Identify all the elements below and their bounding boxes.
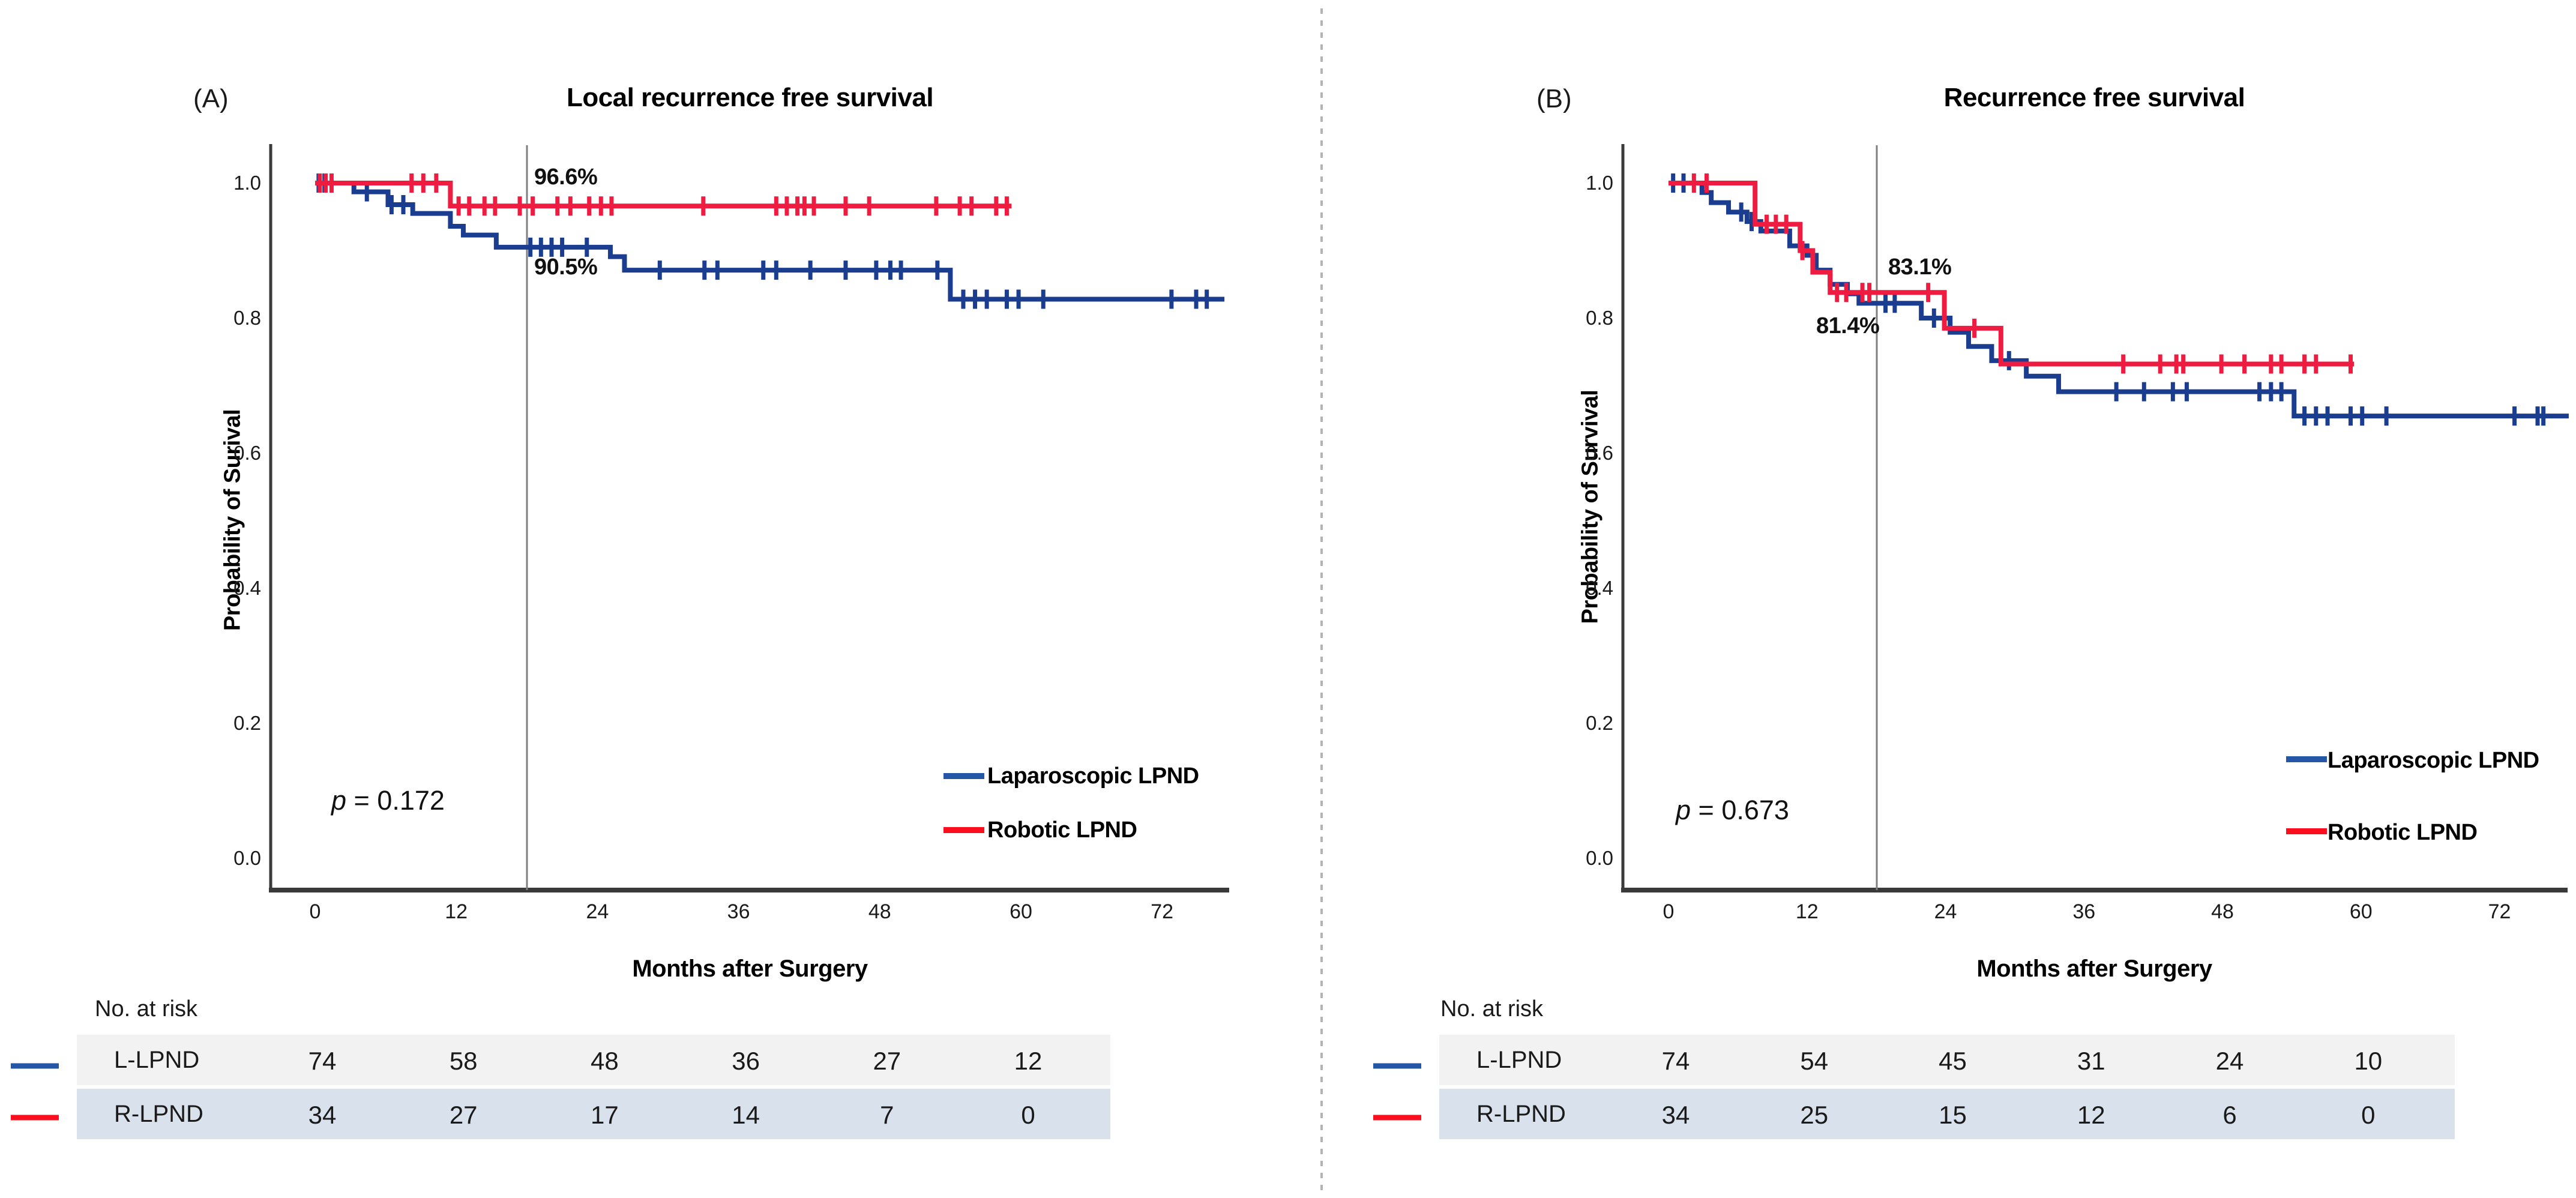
risk-count-l-lpnd: 10 xyxy=(2354,1047,2383,1075)
risk-count-r-lpnd: 34 xyxy=(308,1101,337,1129)
x-tick-label: 72 xyxy=(2488,900,2511,923)
panel-b-y-axis-label: Probability of Survival xyxy=(1577,390,1603,624)
panel-a-y-axis-label: Probability of Surival xyxy=(220,409,245,631)
risk-count-r-lpnd: 34 xyxy=(1661,1101,1690,1129)
panel-b-annotation-laparoscopic: 81.4% xyxy=(1816,313,1880,339)
panel-b-legend-robotic-label: Robotic LPND xyxy=(2328,820,2478,845)
risk-count-r-lpnd: 6 xyxy=(2222,1101,2237,1129)
y-tick-label: 0.8 xyxy=(1586,307,1613,329)
x-tick-label: 36 xyxy=(727,900,750,923)
risk-count-l-lpnd: 58 xyxy=(449,1047,478,1075)
x-tick-label: 48 xyxy=(868,900,891,923)
survival-curve-robotic-lpnd xyxy=(315,181,1012,209)
y-tick-label: 0.2 xyxy=(233,712,261,734)
panel-a-annotation-laparoscopic: 90.5% xyxy=(534,254,598,280)
panel-a-risk-row1-label: L-LPND xyxy=(114,1047,200,1073)
y-tick-label: 0.0 xyxy=(1586,847,1613,869)
panel-a-legend-robotic-label: Robotic LPND xyxy=(987,817,1137,843)
censor-marks-laparoscopic-lpnd xyxy=(1671,173,2546,426)
panel-a-annotation-robotic: 96.6% xyxy=(534,164,598,190)
x-tick-label: 24 xyxy=(1934,900,1957,923)
panel-a-label: (A) xyxy=(193,84,229,113)
x-tick-label: 60 xyxy=(1010,900,1032,923)
risk-count-l-lpnd: 45 xyxy=(1939,1047,1967,1075)
y-tick-label: 0.0 xyxy=(233,847,261,869)
risk-count-l-lpnd: 24 xyxy=(2215,1047,2244,1075)
panel-b-risk-table-header: No. at risk xyxy=(1440,996,1544,1022)
y-tick-label: 1.0 xyxy=(233,172,261,194)
panel-a-title: Local recurrence free survival xyxy=(566,83,934,112)
risk-count-r-lpnd: 25 xyxy=(1800,1101,1829,1129)
risk-count-l-lpnd: 31 xyxy=(2077,1047,2105,1075)
x-tick-label: 36 xyxy=(2072,900,2096,923)
p-symbol: p xyxy=(1676,795,1691,825)
y-tick-label: 0.4 xyxy=(1586,577,1613,599)
risk-count-l-lpnd: 74 xyxy=(308,1047,337,1075)
x-tick-label: 0 xyxy=(1663,900,1675,923)
risk-count-r-lpnd: 27 xyxy=(449,1101,478,1129)
p-value-text: = 0.673 xyxy=(1691,795,1789,825)
x-tick-label: 0 xyxy=(309,900,321,923)
y-tick-label: 0.4 xyxy=(233,577,261,599)
survival-curve-laparoscopic-lpnd xyxy=(315,181,1225,302)
risk-count-r-lpnd: 0 xyxy=(1021,1101,1035,1129)
y-tick-label: 0.8 xyxy=(233,307,261,329)
risk-count-l-lpnd: 27 xyxy=(873,1047,901,1075)
risk-count-r-lpnd: 7 xyxy=(880,1101,894,1129)
risk-count-r-lpnd: 17 xyxy=(591,1101,619,1129)
panel-a-p-value: p = 0.172 xyxy=(331,785,445,816)
panel-a-risk-row2-band xyxy=(77,1089,1110,1139)
risk-count-l-lpnd: 48 xyxy=(591,1047,619,1075)
panel-a-risk-row1-band xyxy=(77,1035,1110,1085)
x-tick-label: 72 xyxy=(1151,900,1174,923)
x-tick-label: 24 xyxy=(586,900,609,923)
risk-count-l-lpnd: 54 xyxy=(1800,1047,1829,1075)
panel-b-risk-row1-label: L-LPND xyxy=(1476,1047,1562,1073)
risk-count-r-lpnd: 12 xyxy=(2077,1101,2105,1129)
risk-count-r-lpnd: 14 xyxy=(732,1101,760,1129)
panel-b-p-value: p = 0.673 xyxy=(1676,795,1789,826)
panel-b-legend-laparoscopic-label: Laparoscopic LPND xyxy=(2328,748,2539,773)
survival-curve-robotic-lpnd xyxy=(1669,181,2355,367)
y-tick-label: 0.2 xyxy=(1586,712,1613,734)
x-tick-label: 12 xyxy=(1795,900,1819,923)
x-tick-label: 48 xyxy=(2211,900,2234,923)
p-value-text: = 0.172 xyxy=(346,785,445,816)
panel-b-risk-row2-label: R-LPND xyxy=(1476,1101,1566,1127)
panel-b-x-axis-label: Months after Surgery xyxy=(1976,956,2212,982)
y-tick-label: 0.6 xyxy=(233,442,261,464)
panel-a-risk-table-header: No. at risk xyxy=(95,996,198,1022)
risk-count-r-lpnd: 15 xyxy=(1939,1101,1967,1129)
panel-a-legend-laparoscopic-label: Laparoscopic LPND xyxy=(987,763,1199,789)
panel-b-label: (B) xyxy=(1536,84,1572,113)
panel-b-annotation-robotic: 83.1% xyxy=(1888,254,1952,280)
x-tick-label: 12 xyxy=(445,900,468,923)
risk-count-r-lpnd: 0 xyxy=(2361,1101,2376,1129)
x-tick-label: 60 xyxy=(2349,900,2373,923)
risk-count-l-lpnd: 36 xyxy=(732,1047,760,1075)
risk-count-l-lpnd: 74 xyxy=(1661,1047,1690,1075)
survival-curve-laparoscopic-lpnd xyxy=(1669,181,2569,419)
censor-marks-robotic-lpnd xyxy=(1691,173,2353,374)
y-tick-label: 1.0 xyxy=(1586,172,1613,194)
panel-a-risk-row2-label: R-LPND xyxy=(114,1101,203,1127)
censor-marks-robotic-lpnd xyxy=(317,173,1009,216)
p-symbol: p xyxy=(331,785,347,816)
risk-count-l-lpnd: 12 xyxy=(1014,1047,1043,1075)
panel-b-title: Recurrence free survival xyxy=(1943,83,2245,112)
y-tick-label: 0.6 xyxy=(1586,442,1613,464)
panel-b-risk-row1-band xyxy=(1439,1035,2455,1085)
panel-a-x-axis-label: Months after Surgery xyxy=(632,956,868,982)
panel-b-risk-row2-band xyxy=(1439,1089,2455,1139)
